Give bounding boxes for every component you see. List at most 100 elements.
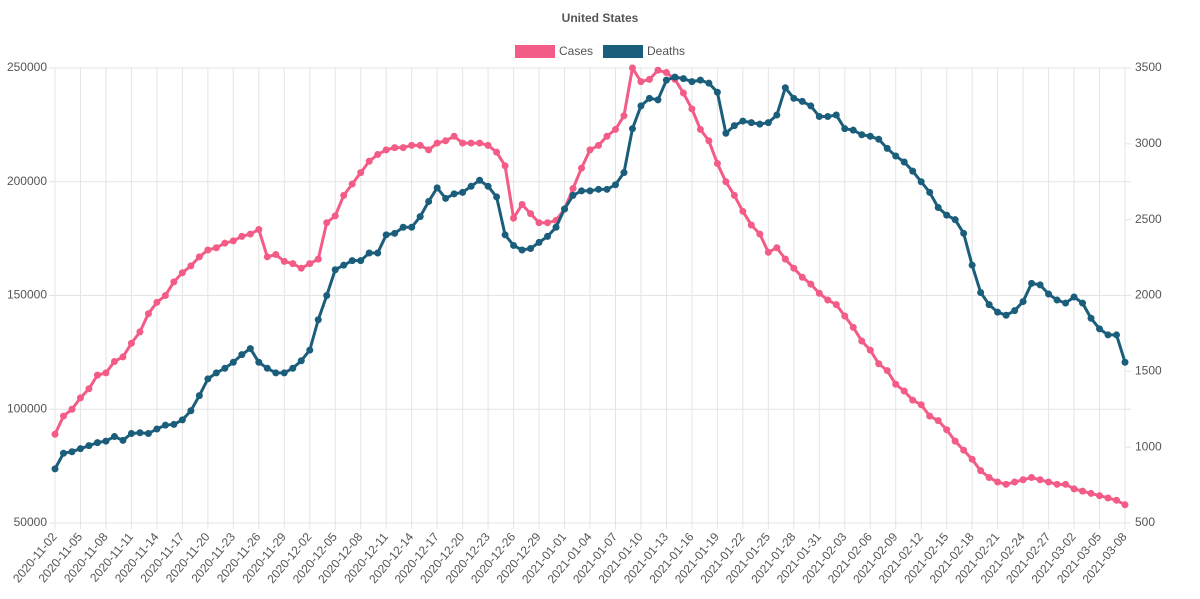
data-point [909, 167, 917, 175]
data-point [246, 345, 254, 353]
data-point [764, 119, 772, 127]
data-point [161, 292, 169, 299]
data-point [382, 231, 390, 239]
data-point [926, 188, 934, 196]
data-point [1045, 478, 1053, 486]
data-point [1036, 281, 1044, 289]
data-point [586, 187, 594, 195]
data-point [688, 105, 696, 113]
data-point [883, 367, 891, 375]
data-point [68, 448, 76, 456]
data-point [391, 229, 399, 237]
data-point [314, 316, 322, 324]
data-point [569, 191, 577, 199]
data-point [204, 246, 212, 254]
data-point [459, 139, 467, 147]
data-point [951, 437, 959, 445]
data-point [272, 251, 280, 259]
data-point [238, 351, 246, 359]
data-point [832, 301, 840, 309]
data-point [943, 426, 951, 434]
data-point [841, 125, 849, 133]
data-point [1028, 474, 1036, 481]
data-point [637, 102, 645, 110]
data-point [832, 111, 840, 119]
data-point [442, 137, 450, 145]
data-point [917, 178, 925, 186]
data-point [1079, 299, 1087, 307]
data-point [781, 84, 789, 92]
data-point [144, 310, 152, 318]
data-point [195, 392, 203, 400]
data-point [221, 239, 229, 247]
data-point [85, 385, 93, 393]
data-point [442, 194, 450, 202]
data-point [883, 144, 891, 152]
data-point [1121, 501, 1129, 509]
data-point [331, 212, 339, 220]
data-point [773, 111, 781, 119]
data-point [909, 396, 917, 404]
data-point [798, 273, 806, 281]
data-point [238, 232, 246, 240]
data-point [1002, 480, 1010, 488]
data-point [170, 278, 178, 286]
y2-tick-label: 1500 [1135, 364, 1162, 378]
data-point [1053, 296, 1061, 304]
data-point [722, 178, 730, 186]
data-point [773, 244, 781, 252]
data-point [93, 439, 101, 447]
data-point [374, 249, 382, 257]
data-point [671, 73, 679, 81]
data-point [399, 223, 407, 231]
data-point [1070, 485, 1078, 493]
data-point [280, 369, 288, 377]
data-point [1062, 299, 1070, 307]
data-point [127, 430, 135, 438]
data-point [416, 213, 424, 221]
data-point [841, 312, 849, 320]
data-point [552, 223, 560, 231]
data-point [365, 249, 373, 257]
data-point [544, 219, 552, 227]
data-point [1121, 358, 1129, 366]
data-point [314, 255, 322, 263]
legend-label: Deaths [647, 44, 685, 58]
data-point [187, 407, 195, 415]
data-point [926, 412, 934, 420]
data-point [603, 132, 611, 140]
data-point [161, 421, 169, 429]
data-point [408, 141, 416, 149]
data-point [170, 420, 178, 428]
data-point [59, 449, 67, 457]
data-point [365, 157, 373, 165]
data-point [136, 328, 144, 336]
data-point [645, 94, 653, 102]
data-point [662, 76, 670, 84]
data-point [425, 197, 433, 205]
data-point [578, 187, 586, 195]
data-point [110, 433, 118, 441]
data-point [297, 264, 305, 272]
data-point [331, 266, 339, 274]
data-point [382, 146, 390, 154]
data-point [815, 113, 823, 121]
data-point [892, 152, 900, 160]
data-point [985, 301, 993, 309]
data-point [246, 230, 254, 238]
legend-swatch [515, 45, 555, 58]
data-point [696, 125, 704, 133]
data-point [263, 253, 271, 261]
data-point [221, 364, 229, 372]
data-point [535, 238, 543, 246]
data-point [620, 169, 628, 177]
data-point [153, 298, 161, 306]
data-point [1087, 489, 1095, 497]
data-point [781, 255, 789, 263]
data-point [960, 446, 968, 454]
data-point [518, 246, 526, 254]
data-point [467, 139, 475, 147]
data-point [977, 288, 985, 296]
data-point [391, 144, 399, 152]
